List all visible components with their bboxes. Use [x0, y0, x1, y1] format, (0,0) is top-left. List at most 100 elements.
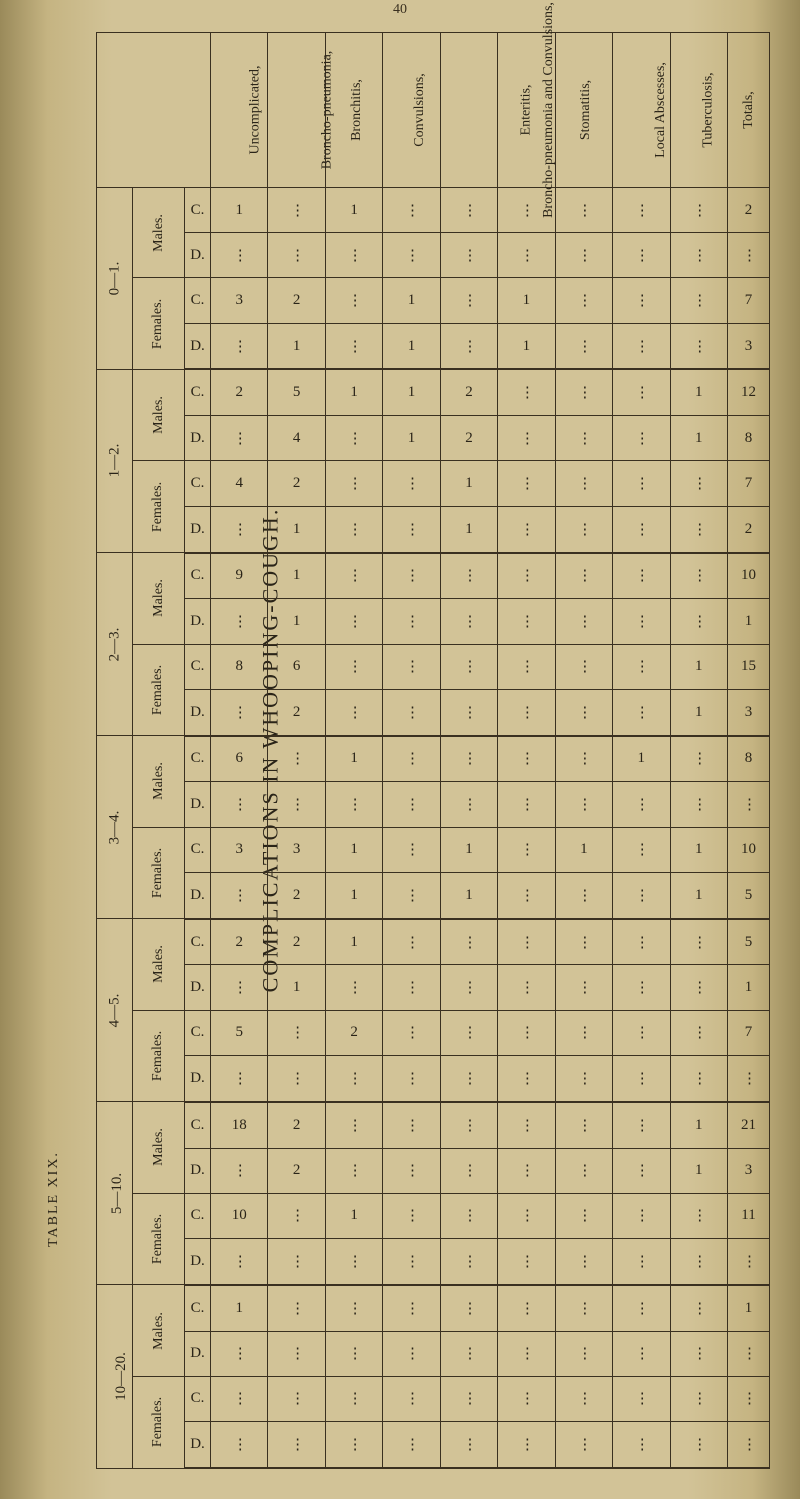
data-cell: ⋮ [440, 1285, 497, 1331]
data-cell: 2 [211, 919, 268, 965]
data-cell: ⋮ [555, 644, 612, 689]
data-cell: ⋮ [613, 188, 670, 233]
data-cell: 2 [268, 461, 325, 506]
row-total: 21 [728, 1102, 770, 1148]
cd-label: C. [185, 644, 211, 689]
data-cell: 1 [670, 827, 727, 872]
data-cell: 3 [211, 827, 268, 872]
row-total: ⋮ [728, 1421, 770, 1468]
data-cell: ⋮ [670, 553, 727, 599]
data-cell: ⋮ [325, 782, 382, 827]
data-cell: ⋮ [555, 188, 612, 233]
data-cell: ⋮ [211, 1421, 268, 1468]
data-cell: 9 [211, 553, 268, 599]
data-cell: ⋮ [498, 1421, 555, 1468]
data-cell: ⋮ [555, 553, 612, 599]
data-cell: ⋮ [211, 872, 268, 918]
sex-label-2-1: Females. [133, 644, 185, 736]
data-cell: ⋮ [555, 599, 612, 644]
data-cell: ⋮ [325, 461, 382, 506]
data-cell: 2 [440, 416, 497, 461]
data-cell: 1 [555, 827, 612, 872]
data-cell: ⋮ [211, 1331, 268, 1376]
data-cell: ⋮ [325, 553, 382, 599]
data-cell: ⋮ [440, 1148, 497, 1193]
data-cell: ⋮ [440, 1376, 497, 1421]
data-cell: ⋮ [268, 1285, 325, 1331]
header-blank [97, 33, 211, 188]
data-cell: 2 [268, 1148, 325, 1193]
data-cell: ⋮ [613, 965, 670, 1010]
data-cell: ⋮ [440, 1238, 497, 1284]
data-cell: 5 [268, 369, 325, 415]
data-cell: 1 [325, 919, 382, 965]
data-cell: ⋮ [383, 599, 440, 644]
data-cell: ⋮ [613, 233, 670, 278]
row-total: 2 [728, 506, 770, 552]
data-cell: ⋮ [268, 1193, 325, 1238]
data-cell: ⋮ [670, 1010, 727, 1055]
data-cell: ⋮ [440, 233, 497, 278]
row-total: 3 [728, 1148, 770, 1193]
data-cell: ⋮ [613, 506, 670, 552]
cd-label: D. [185, 965, 211, 1010]
row-total: ⋮ [728, 1238, 770, 1284]
data-cell: ⋮ [498, 1102, 555, 1148]
data-cell: ⋮ [211, 323, 268, 369]
cd-label: D. [185, 599, 211, 644]
data-cell: ⋮ [613, 278, 670, 323]
data-cell: ⋮ [211, 965, 268, 1010]
data-cell: ⋮ [325, 1331, 382, 1376]
data-cell: ⋮ [670, 965, 727, 1010]
data-cell: ⋮ [613, 1376, 670, 1421]
data-cell: ⋮ [440, 1331, 497, 1376]
data-cell: ⋮ [498, 369, 555, 415]
sex-label-5-0: Males. [133, 1102, 185, 1194]
row-total: 11 [728, 1193, 770, 1238]
cd-label: D. [185, 872, 211, 918]
data-cell: 5 [211, 1010, 268, 1055]
sex-label-4-1: Females. [133, 1010, 185, 1102]
data-cell: ⋮ [613, 1055, 670, 1101]
data-cell: ⋮ [498, 644, 555, 689]
data-cell: ⋮ [555, 1010, 612, 1055]
data-cell: ⋮ [325, 323, 382, 369]
data-cell: ⋮ [555, 506, 612, 552]
data-cell: ⋮ [268, 233, 325, 278]
data-cell: ⋮ [268, 1055, 325, 1101]
data-cell: ⋮ [268, 1331, 325, 1376]
data-cell: ⋮ [325, 1421, 382, 1468]
data-cell: ⋮ [613, 872, 670, 918]
data-cell: 1 [440, 506, 497, 552]
cd-label: C. [185, 1010, 211, 1055]
cd-label: D. [185, 1148, 211, 1193]
data-cell: 6 [211, 736, 268, 782]
condition-header-8: Tuberculosis, [670, 33, 727, 188]
data-cell: ⋮ [613, 323, 670, 369]
data-cell: 2 [268, 689, 325, 735]
row-total: ⋮ [728, 233, 770, 278]
data-cell: 3 [211, 278, 268, 323]
condition-header-3: Convulsions, [383, 33, 440, 188]
data-cell: ⋮ [498, 1238, 555, 1284]
data-cell: ⋮ [498, 1055, 555, 1101]
condition-header-1: Broncho-pneumonia, [268, 33, 325, 188]
data-cell: ⋮ [613, 1238, 670, 1284]
data-cell: 1 [383, 323, 440, 369]
data-cell: ⋮ [383, 1331, 440, 1376]
data-cell: ⋮ [268, 188, 325, 233]
data-cell: ⋮ [440, 644, 497, 689]
data-cell: ⋮ [325, 1148, 382, 1193]
data-cell: ⋮ [613, 553, 670, 599]
row-total: 8 [728, 736, 770, 782]
data-cell: ⋮ [555, 1331, 612, 1376]
row-total: ⋮ [728, 1331, 770, 1376]
data-cell: ⋮ [613, 369, 670, 415]
data-cell: 1 [440, 461, 497, 506]
data-cell: ⋮ [498, 1193, 555, 1238]
page: 40 COMPLICATIONS IN WHOOPING-COUGH. TABL… [0, 0, 800, 1499]
sex-label-6-1: Females. [133, 1376, 185, 1468]
page-number: 40 [393, 2, 407, 18]
data-cell: ⋮ [383, 1148, 440, 1193]
data-cell: ⋮ [268, 1010, 325, 1055]
